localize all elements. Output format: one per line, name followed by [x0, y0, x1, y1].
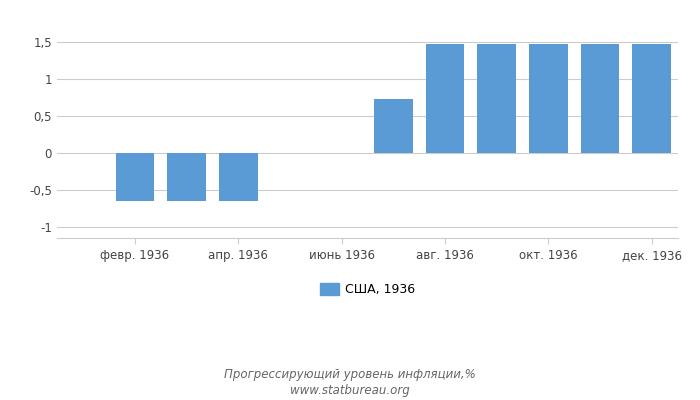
Bar: [477, 44, 516, 152]
Legend: США, 1936: США, 1936: [320, 282, 415, 296]
Bar: [219, 152, 258, 201]
Bar: [581, 44, 620, 152]
Bar: [116, 152, 154, 201]
Bar: [167, 152, 206, 201]
Text: Прогрессирующий уровень инфляции,%: Прогрессирующий уровень инфляции,%: [224, 368, 476, 381]
Bar: [374, 98, 413, 152]
Bar: [426, 44, 464, 152]
Text: www.statbureau.org: www.statbureau.org: [290, 384, 410, 397]
Bar: [632, 44, 671, 152]
Bar: [529, 44, 568, 152]
